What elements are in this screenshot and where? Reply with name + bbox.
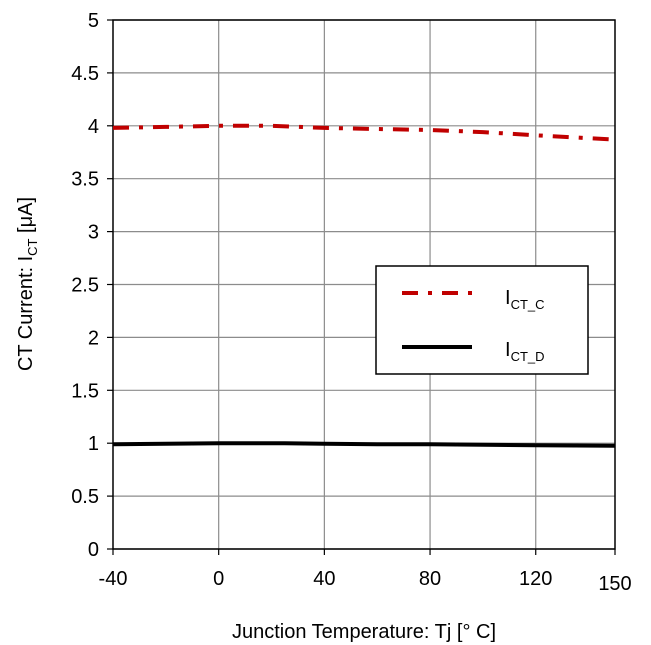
y-tick-label: 4: [88, 116, 99, 138]
legend-label-ict-c: ICT_C: [505, 287, 545, 312]
y-tick-label: 3.5: [71, 169, 99, 191]
y-tick-label: 0: [88, 539, 99, 561]
y-tick-label: 5: [88, 10, 99, 32]
legend-label-ict-d-sub: CT_D: [511, 349, 545, 364]
x-tick-label: 40: [313, 568, 335, 590]
x-axis-title: Junction Temperature: Tj [° C]: [232, 621, 496, 643]
y-axis-title-subscript: CT: [25, 238, 40, 255]
y-tick-labels: 0 0.5 1 1.5 2 2.5 3 3.5 4 4.5 5: [71, 10, 113, 561]
y-tick-label: 1: [88, 433, 99, 455]
series-line-ict-d: [112, 441, 616, 448]
x-tick-labels: -40 0 40 80 120 150: [99, 549, 632, 595]
legend-label-ict-d: ICT_D: [505, 339, 545, 364]
series-line-ict-c: [112, 123, 616, 142]
legend: ICT_C ICT_D: [375, 265, 589, 375]
x-tick-label: 150: [598, 573, 631, 595]
x-tick-label: 0: [213, 568, 224, 590]
x-tick-label: 120: [519, 568, 552, 590]
y-axis-title-suffix: [μA]: [15, 197, 37, 239]
legend-label-ict-c-sub: CT_C: [511, 297, 545, 312]
x-tick-label: 80: [419, 568, 441, 590]
series-lines: [112, 123, 616, 448]
x-tick-label: -40: [99, 568, 128, 590]
y-axis-title: CT Current: ICT [μA]: [15, 197, 40, 371]
y-tick-label: 2: [88, 327, 99, 349]
y-tick-label: 1.5: [71, 380, 99, 402]
legend-label-ict-c-main: I: [505, 287, 511, 309]
y-tick-label: 4.5: [71, 63, 99, 85]
y-tick-label: 0.5: [71, 486, 99, 508]
y-tick-label: 2.5: [71, 275, 99, 297]
legend-box: [375, 265, 589, 375]
legend-label-ict-d-main: I: [505, 339, 511, 361]
y-axis-title-prefix: CT Current: I: [15, 256, 37, 371]
y-tick-label: 3: [88, 222, 99, 244]
